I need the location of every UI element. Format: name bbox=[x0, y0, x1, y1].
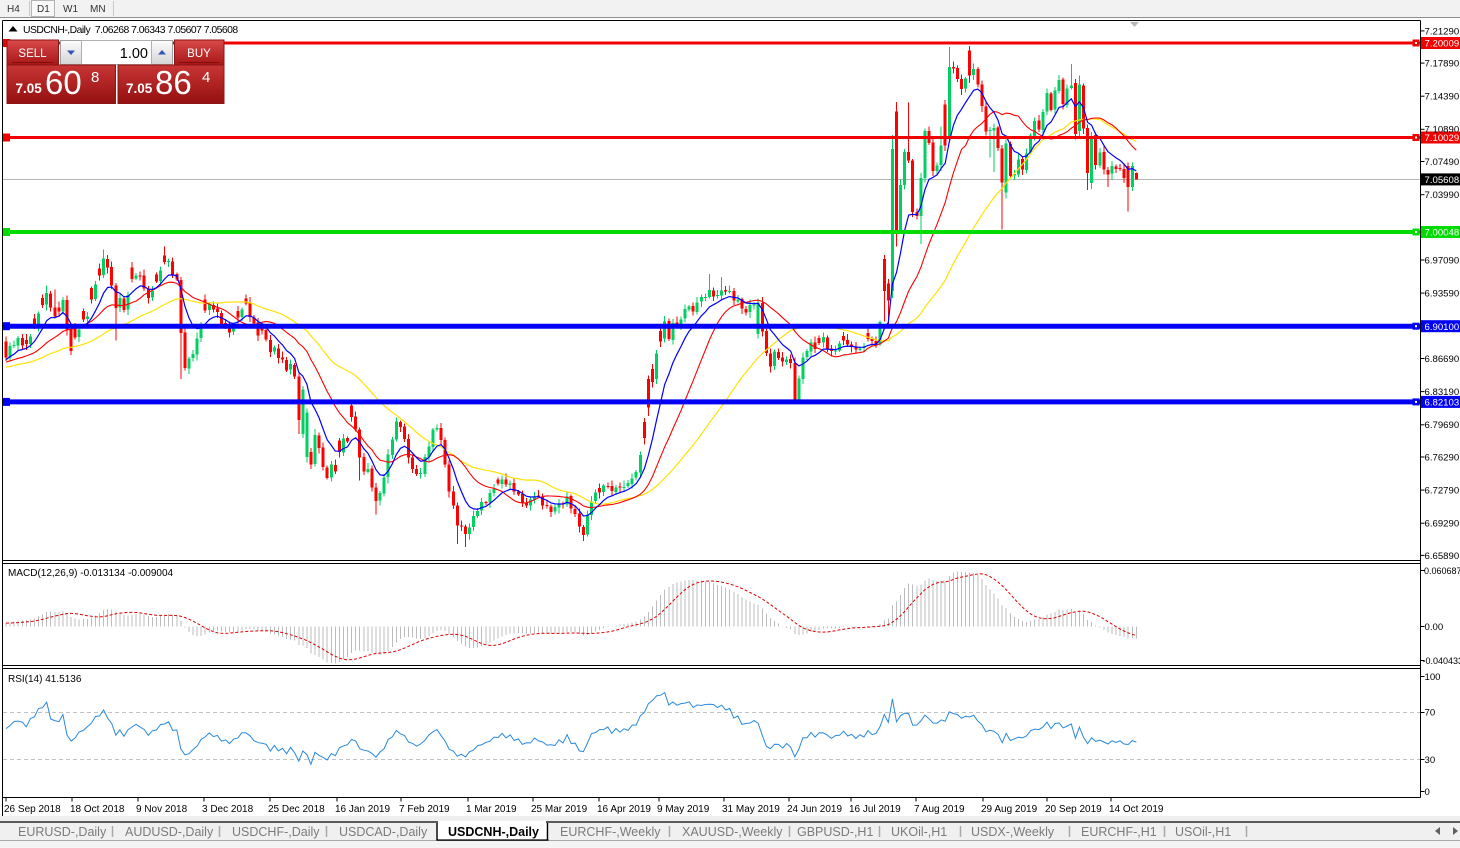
svg-text:14 Oct 2019: 14 Oct 2019 bbox=[1109, 804, 1164, 815]
svg-text:0.00: 0.00 bbox=[1425, 622, 1444, 633]
svg-text:70: 70 bbox=[1425, 708, 1436, 719]
svg-text:1.00: 1.00 bbox=[120, 46, 148, 62]
svg-text:30: 30 bbox=[1425, 755, 1436, 766]
svg-text:7.10029: 7.10029 bbox=[1425, 133, 1460, 144]
svg-text:7.14390: 7.14390 bbox=[1425, 92, 1460, 103]
svg-text:1 Mar 2019: 1 Mar 2019 bbox=[466, 804, 517, 815]
svg-text:26 Sep 2018: 26 Sep 2018 bbox=[4, 804, 61, 815]
svg-text:0: 0 bbox=[1425, 787, 1430, 798]
svg-text:7.17890: 7.17890 bbox=[1425, 59, 1460, 70]
svg-text:7.21290: 7.21290 bbox=[1425, 26, 1460, 37]
svg-text:W1: W1 bbox=[63, 4, 78, 15]
svg-text:USDCNH-,Daily: USDCNH-,Daily bbox=[448, 825, 539, 839]
svg-text:9 May 2019: 9 May 2019 bbox=[657, 804, 710, 815]
svg-text:18 Oct 2018: 18 Oct 2018 bbox=[70, 804, 125, 815]
svg-text:24 Jun 2019: 24 Jun 2019 bbox=[787, 804, 842, 815]
svg-text:GBPUSD-,H1: GBPUSD-,H1 bbox=[797, 825, 873, 839]
svg-text:6.90100: 6.90100 bbox=[1425, 322, 1460, 333]
svg-text:3 Dec 2018: 3 Dec 2018 bbox=[202, 804, 254, 815]
svg-text:UKOil-,H1: UKOil-,H1 bbox=[891, 825, 947, 839]
svg-text:6.72790: 6.72790 bbox=[1425, 486, 1460, 497]
svg-text:6.69290: 6.69290 bbox=[1425, 519, 1460, 530]
svg-text:7.05: 7.05 bbox=[16, 81, 43, 96]
svg-text:USDCNH-,Daily 7.06268 7.06343: USDCNH-,Daily 7.06268 7.06343 7.05607 7.… bbox=[23, 25, 238, 36]
svg-text:6.82103: 6.82103 bbox=[1425, 398, 1460, 409]
svg-text:6.97090: 6.97090 bbox=[1425, 255, 1460, 266]
svg-text:AUDUSD-,Daily: AUDUSD-,Daily bbox=[125, 825, 214, 839]
svg-text:9 Nov 2018: 9 Nov 2018 bbox=[136, 804, 188, 815]
svg-text:BUY: BUY bbox=[187, 48, 211, 60]
svg-text:H4: H4 bbox=[7, 4, 20, 15]
svg-text:USDCAD-,Daily: USDCAD-,Daily bbox=[339, 825, 428, 839]
svg-text:MACD(12,26,9) -0.013134 -0.009: MACD(12,26,9) -0.013134 -0.009004 bbox=[8, 568, 174, 579]
svg-text:6.79690: 6.79690 bbox=[1425, 420, 1460, 431]
svg-text:8: 8 bbox=[91, 69, 99, 86]
svg-text:USOil-,H1: USOil-,H1 bbox=[1175, 825, 1231, 839]
svg-text:6.65890: 6.65890 bbox=[1425, 551, 1460, 562]
svg-text:D1: D1 bbox=[37, 4, 50, 15]
svg-text:16 Jul 2019: 16 Jul 2019 bbox=[849, 804, 901, 815]
svg-text:7.05: 7.05 bbox=[126, 81, 153, 96]
svg-text:EURUSD-,Daily: EURUSD-,Daily bbox=[18, 825, 107, 839]
svg-text:100: 100 bbox=[1425, 672, 1441, 683]
svg-text:25 Dec 2018: 25 Dec 2018 bbox=[268, 804, 325, 815]
svg-text:EURCHF-,H1: EURCHF-,H1 bbox=[1081, 825, 1157, 839]
svg-text:7 Aug 2019: 7 Aug 2019 bbox=[914, 804, 965, 815]
svg-text:7.20009: 7.20009 bbox=[1425, 39, 1460, 50]
svg-text:0.060687: 0.060687 bbox=[1424, 566, 1460, 576]
svg-text:7.03990: 7.03990 bbox=[1425, 190, 1460, 201]
svg-text:6.86690: 6.86690 bbox=[1425, 354, 1460, 365]
svg-text:USDX-,Weekly: USDX-,Weekly bbox=[971, 825, 1055, 839]
svg-text:7.00048: 7.00048 bbox=[1425, 228, 1460, 239]
svg-text:-0.040433: -0.040433 bbox=[1423, 656, 1460, 666]
svg-text:29 Aug 2019: 29 Aug 2019 bbox=[981, 804, 1038, 815]
svg-text:6.83190: 6.83190 bbox=[1425, 387, 1460, 398]
svg-text:7.10890: 7.10890 bbox=[1425, 125, 1460, 136]
svg-text:7 Feb 2019: 7 Feb 2019 bbox=[399, 804, 450, 815]
svg-text:7.07490: 7.07490 bbox=[1425, 157, 1460, 168]
svg-text:RSI(14) 41.5136: RSI(14) 41.5136 bbox=[8, 674, 82, 685]
svg-text:31 May 2019: 31 May 2019 bbox=[722, 804, 780, 815]
svg-text:60: 60 bbox=[45, 64, 82, 101]
svg-text:SELL: SELL bbox=[18, 48, 47, 60]
svg-text:EURCHF-,Weekly: EURCHF-,Weekly bbox=[560, 825, 661, 839]
svg-text:7.05608: 7.05608 bbox=[1425, 175, 1460, 186]
svg-text:USDCHF-,Daily: USDCHF-,Daily bbox=[232, 825, 320, 839]
svg-text:25 Mar 2019: 25 Mar 2019 bbox=[531, 804, 588, 815]
svg-text:16 Jan 2019: 16 Jan 2019 bbox=[335, 804, 390, 815]
svg-text:4: 4 bbox=[202, 69, 210, 86]
svg-text:MN: MN bbox=[90, 4, 106, 15]
svg-text:6.76290: 6.76290 bbox=[1425, 452, 1460, 463]
svg-text:20 Sep 2019: 20 Sep 2019 bbox=[1045, 804, 1102, 815]
svg-text:6.93590: 6.93590 bbox=[1425, 289, 1460, 300]
svg-text:16 Apr 2019: 16 Apr 2019 bbox=[597, 804, 651, 815]
svg-text:XAUUSD-,Weekly: XAUUSD-,Weekly bbox=[682, 825, 783, 839]
svg-text:86: 86 bbox=[155, 64, 192, 101]
